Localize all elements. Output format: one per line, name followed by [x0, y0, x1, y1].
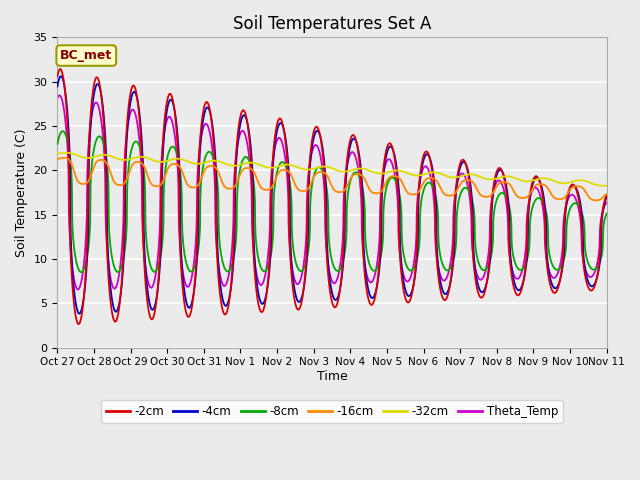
Y-axis label: Soil Temperature (C): Soil Temperature (C): [15, 128, 28, 257]
Title: Soil Temperatures Set A: Soil Temperatures Set A: [233, 15, 431, 33]
Legend: -2cm, -4cm, -8cm, -16cm, -32cm, Theta_Temp: -2cm, -4cm, -8cm, -16cm, -32cm, Theta_Te…: [101, 400, 563, 422]
Text: BC_met: BC_met: [60, 49, 113, 62]
X-axis label: Time: Time: [317, 370, 348, 383]
